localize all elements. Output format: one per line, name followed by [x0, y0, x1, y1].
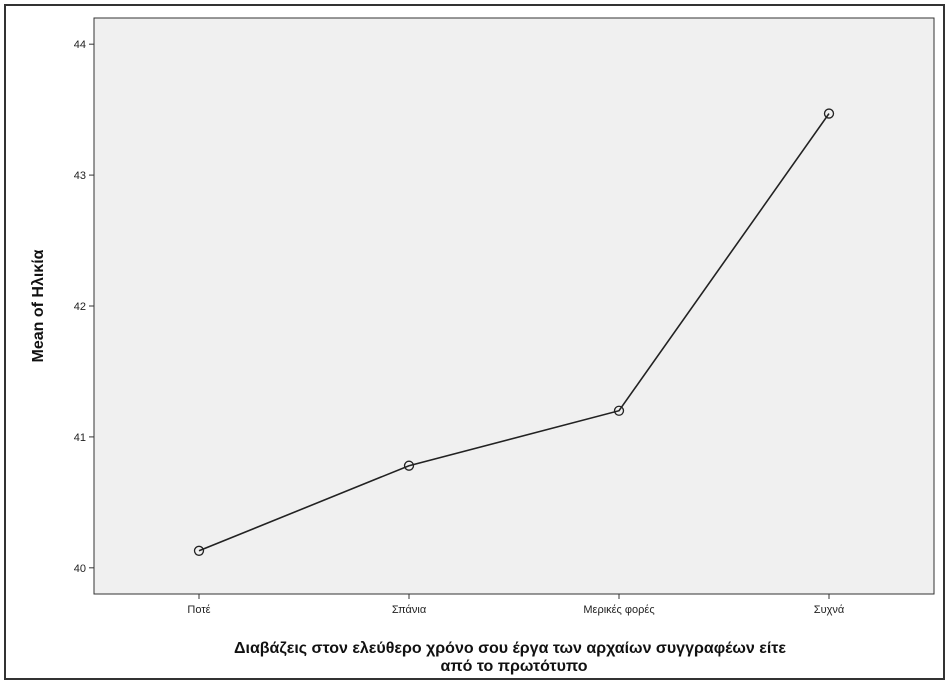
y-tick-label: 44: [74, 39, 86, 51]
y-tick-label: 41: [74, 432, 86, 444]
data-point-marker: [193, 545, 205, 556]
y-axis-title: Mean of Ηλικία: [30, 249, 47, 362]
x-tick-label: Ποτέ: [187, 604, 210, 616]
data-point-marker: [613, 405, 625, 416]
x-tick-label: Σπάνια: [392, 604, 427, 616]
x-tick-label: Συχνά: [814, 604, 845, 616]
data-point-marker: [823, 108, 835, 119]
plot-area: [93, 17, 935, 595]
y-tick-label: 42: [74, 301, 86, 313]
x-axis: Ποτέ Σπάνια Μερικές φορές Συχνά: [187, 594, 845, 616]
data-point-marker: [403, 460, 415, 471]
x-axis-title-line-1: Διαβάζεις στον ελεύθερο χρόνο σου έργα τ…: [234, 640, 786, 657]
y-tick-label: 40: [74, 563, 86, 575]
x-axis-title-line-2: από το πρωτότυπο: [441, 658, 588, 675]
series-layer: [193, 108, 835, 556]
series-line: [198, 113, 830, 552]
x-tick-label: Μερικές φορές: [583, 604, 654, 616]
y-tick-label: 43: [74, 170, 86, 182]
y-axis: 40 41 42 43 44: [74, 39, 94, 575]
